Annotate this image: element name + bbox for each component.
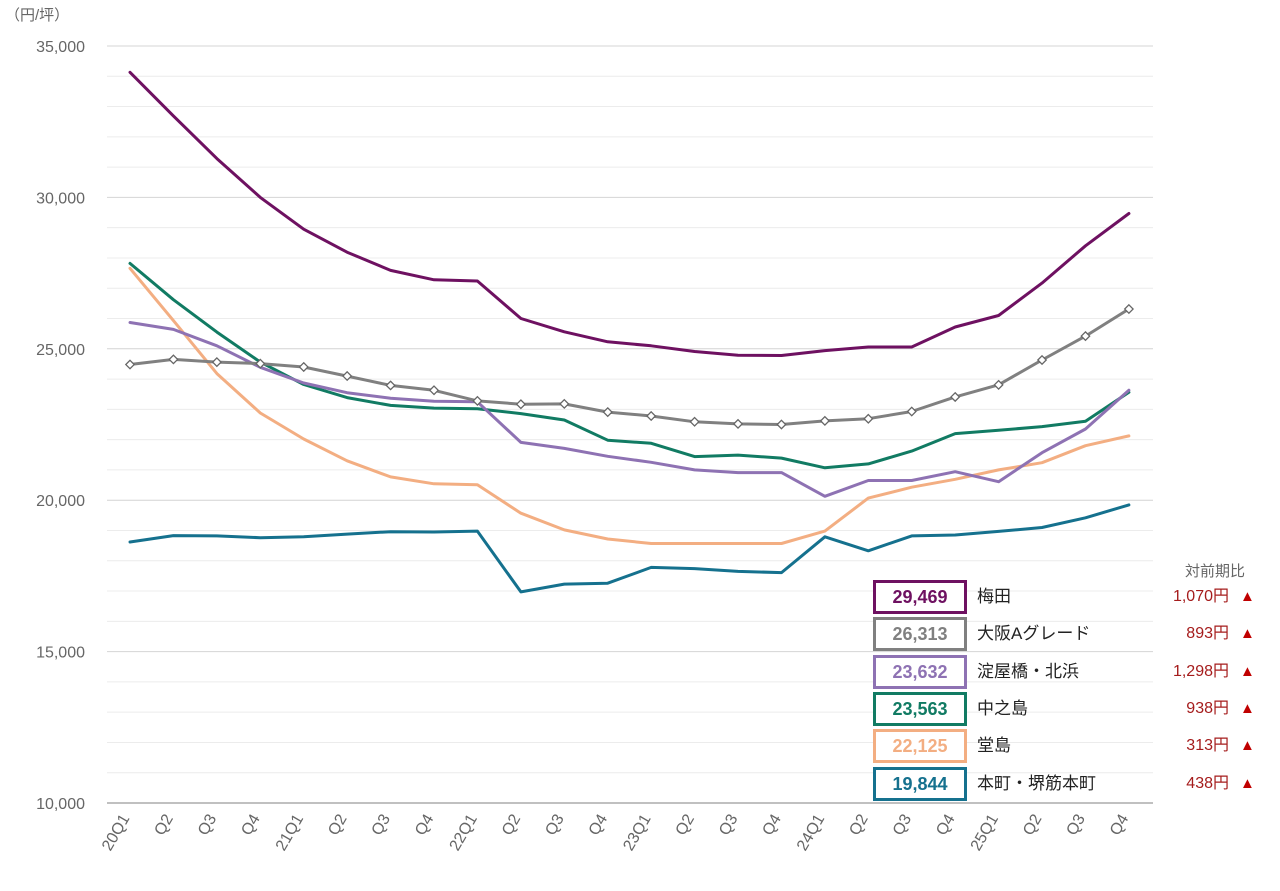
up-triangle-icon: ▲: [1240, 774, 1255, 792]
change-value: 313円: [1186, 737, 1229, 755]
y-tick-label: 20,000: [36, 493, 85, 510]
data-point-marker: [732, 418, 744, 430]
x-tick-label: Q2: [673, 811, 698, 838]
x-tick-label: Q4: [238, 811, 263, 838]
legend-series-name: 中之島: [977, 698, 1028, 718]
change-value: 893円: [1186, 625, 1229, 643]
x-tick-label: 20Q1: [99, 811, 133, 853]
x-tick-label: Q4: [586, 811, 611, 838]
latest-value-box: 29,469: [873, 580, 967, 614]
data-point-marker: [1036, 354, 1048, 366]
data-point-marker: [906, 406, 917, 417]
up-triangle-icon: ▲: [1240, 662, 1255, 680]
legend-series-name: 梅田: [977, 587, 1011, 606]
series-lines: [128, 70, 1131, 594]
legend-series-name: 本町・堺筋本町: [977, 773, 1096, 793]
data-point-marker: [1123, 303, 1135, 315]
up-triangle-icon: ▲: [1240, 625, 1255, 643]
x-tick-label: Q4: [933, 811, 958, 838]
x-tick-label: Q3: [369, 811, 394, 838]
series-line: [128, 503, 1131, 594]
x-tick-label: Q3: [1064, 811, 1089, 838]
data-point-marker: [689, 416, 700, 427]
x-tick-label: Q4: [760, 811, 785, 838]
latest-value-box: 22,125: [873, 729, 967, 764]
data-point-marker: [950, 391, 961, 403]
series-line: [128, 266, 1131, 545]
data-point-marker: [298, 361, 309, 373]
legend-series-name: 大阪Aグレード: [977, 624, 1091, 644]
x-tick-label: 25Q1: [968, 811, 1002, 853]
x-tick-label: 22Q1: [447, 811, 481, 853]
grid-lines: [107, 45, 1153, 804]
data-point-marker: [819, 415, 830, 426]
x-tick-label: Q3: [716, 811, 741, 838]
series-line: [128, 321, 1131, 498]
data-point-marker: [472, 395, 483, 407]
series-line: [128, 307, 1131, 426]
change-value: 938円: [1186, 699, 1229, 717]
y-axis-unit-label: （円/坪）: [5, 7, 69, 24]
x-tick-label: 24Q1: [794, 811, 828, 853]
x-tick-label: Q2: [846, 811, 871, 838]
legend-row-umeda: 29,469 梅田 1,070円 ▲: [873, 580, 1273, 614]
data-point-marker: [168, 354, 179, 365]
x-tick-label: Q2: [499, 811, 524, 838]
latest-value-box: 19,844: [873, 766, 967, 801]
legend-row-osaka-a-grade: 26,313 大阪Aグレード 893円 ▲: [873, 617, 1273, 652]
x-tick-label: Q3: [542, 811, 567, 838]
latest-value-box: 23,563: [873, 691, 967, 726]
data-point-marker: [385, 380, 396, 391]
up-triangle-icon: ▲: [1240, 737, 1255, 755]
x-tick-label: Q2: [325, 811, 350, 838]
legend-row-nakanoshima: 23,563 中之島 938円 ▲: [873, 691, 1273, 726]
legend-header: 対前期比: [1184, 563, 1245, 580]
data-point-marker: [993, 379, 1004, 390]
change-value: 1,298円: [1172, 662, 1229, 680]
y-tick-label: 15,000: [36, 645, 85, 662]
series-markers: [124, 303, 1135, 430]
up-triangle-icon: ▲: [1240, 588, 1255, 605]
data-point-marker: [646, 410, 657, 422]
data-point-marker: [124, 359, 136, 370]
data-point-marker: [211, 357, 222, 368]
x-tick-label: Q4: [412, 811, 437, 838]
y-tick-label: 25,000: [36, 342, 85, 359]
change-value: 438円: [1186, 774, 1229, 792]
series-line: [128, 70, 1131, 357]
x-tick-label: Q3: [890, 811, 915, 838]
y-tick-labels: 10,000 15,000 20,000 25,000 30,000 35,000: [36, 39, 85, 813]
x-tick-label: Q2: [1020, 811, 1045, 838]
legend-row-honmachi-sakaisuji-honmachi: 19,844 本町・堺筋本町 438円 ▲: [873, 766, 1273, 801]
data-point-marker: [255, 358, 266, 369]
y-tick-label: 10,000: [36, 796, 85, 813]
legend-series-name: 淀屋橋・北浜: [977, 661, 1079, 681]
up-triangle-icon: ▲: [1240, 699, 1255, 717]
x-tick-label: Q3: [195, 811, 220, 838]
x-tick-label: 23Q1: [620, 811, 654, 853]
data-point-marker: [602, 406, 613, 418]
data-point-marker: [1080, 330, 1091, 342]
x-tick-labels: 20Q1 Q2 Q3 Q4 21Q1 Q2 Q3 Q4 22Q1 Q2 Q3 Q4 23Q1 Q2 Q3 Q4…: [99, 811, 1132, 853]
data-point-marker: [863, 413, 874, 424]
data-point-marker: [342, 370, 353, 382]
legend-row-dojima: 22,125 堂島 313円 ▲: [873, 729, 1273, 764]
x-tick-label: 21Q1: [273, 811, 307, 853]
y-tick-label: 30,000: [36, 190, 85, 207]
data-point-marker: [515, 399, 526, 410]
latest-value-box: 23,632: [873, 654, 967, 689]
legend-row-yodoyabashi-kitahama: 23,632 淀屋橋・北浜 1,298円 ▲: [873, 654, 1273, 689]
latest-value-box: 26,313: [873, 617, 967, 652]
legend-series-name: 堂島: [977, 736, 1011, 756]
data-point-marker: [776, 419, 787, 430]
x-tick-label: Q2: [151, 811, 176, 838]
x-tick-label: Q4: [1107, 811, 1132, 838]
y-tick-label: 35,000: [36, 39, 85, 56]
data-point-marker: [428, 385, 440, 396]
data-point-marker: [559, 398, 570, 410]
change-value: 1,070円: [1172, 588, 1229, 605]
